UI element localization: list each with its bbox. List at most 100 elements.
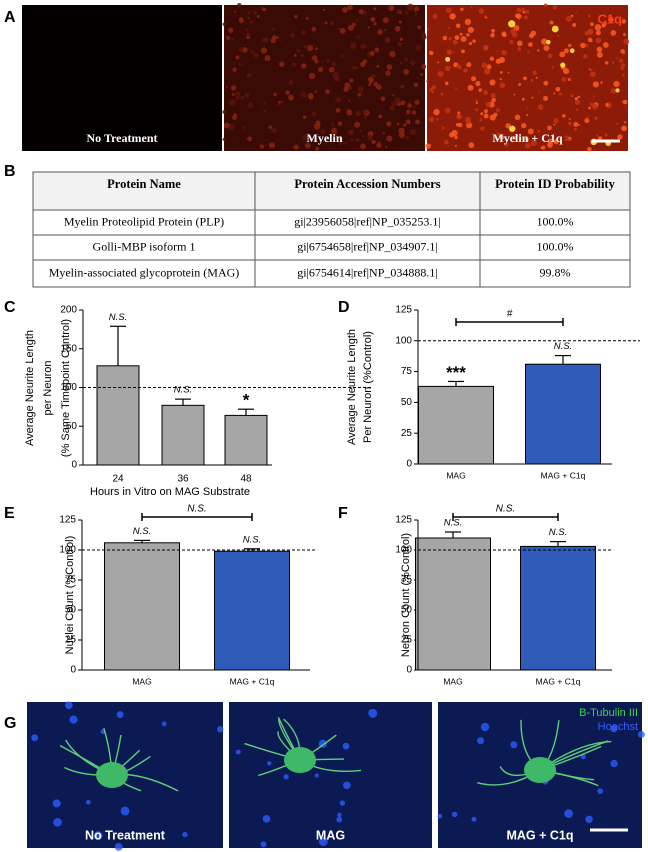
bar bbox=[525, 363, 601, 465]
texture-dot bbox=[541, 145, 546, 150]
texture-dot bbox=[413, 105, 416, 109]
texture-dot bbox=[454, 35, 460, 41]
table-header: Protein ID Probability bbox=[495, 177, 615, 191]
texture-dot bbox=[407, 103, 412, 108]
texture-dot bbox=[400, 85, 404, 88]
texture-dot bbox=[611, 61, 615, 64]
texture-dot bbox=[489, 79, 496, 86]
texture-dot bbox=[509, 40, 514, 45]
texture-dot bbox=[335, 107, 341, 113]
texture-dot bbox=[356, 35, 360, 39]
texture-dot bbox=[230, 85, 237, 91]
texture-dot bbox=[355, 137, 360, 142]
texture-dot bbox=[447, 26, 451, 29]
texture-dot bbox=[348, 85, 353, 90]
table-cell: 100.0% bbox=[537, 239, 574, 253]
texture-dot bbox=[513, 93, 516, 96]
texture-dot bbox=[415, 119, 420, 125]
texture-dot bbox=[362, 109, 368, 115]
nucleus bbox=[337, 812, 342, 818]
x-tick-label: 48 bbox=[240, 474, 252, 485]
texture-dot bbox=[596, 46, 603, 53]
texture-dot bbox=[421, 64, 427, 70]
texture-dot bbox=[351, 138, 353, 141]
nucleus bbox=[480, 722, 490, 732]
y-tick-label: 100 bbox=[395, 545, 412, 556]
texture-dot bbox=[445, 65, 451, 72]
stain-label: B-Tubulin III bbox=[579, 707, 638, 719]
texture-dot bbox=[323, 8, 326, 11]
texture-dot bbox=[532, 70, 537, 75]
texture-dot bbox=[496, 132, 501, 136]
texture-dot bbox=[343, 86, 349, 93]
texture-dot bbox=[501, 50, 507, 56]
table-header: Protein Accession Numbers bbox=[294, 177, 440, 191]
texture-dot bbox=[610, 30, 617, 36]
table-cell: Golli-MBP isoform 1 bbox=[93, 239, 196, 253]
y-tick-label: 100 bbox=[395, 335, 412, 346]
texture-dot bbox=[397, 42, 403, 47]
texture-dot bbox=[466, 62, 472, 68]
texture-dot bbox=[568, 43, 572, 48]
texture-dot bbox=[523, 76, 527, 81]
nucleus bbox=[283, 774, 289, 780]
bright-dot bbox=[569, 48, 575, 54]
texture-dot bbox=[604, 61, 609, 65]
panel-letter: A bbox=[4, 9, 16, 26]
texture-dot bbox=[622, 127, 625, 130]
texture-dot bbox=[589, 22, 594, 27]
texture-dot bbox=[228, 27, 234, 33]
texture-dot bbox=[475, 101, 479, 104]
texture-dot bbox=[268, 125, 273, 129]
x-tick-label: 36 bbox=[177, 474, 189, 485]
texture-dot bbox=[552, 5, 557, 10]
texture-dot bbox=[306, 50, 308, 52]
texture-dot bbox=[459, 32, 463, 36]
texture-dot bbox=[342, 96, 345, 98]
texture-dot bbox=[238, 47, 244, 52]
y-tick-label: 200 bbox=[60, 305, 77, 316]
texture-dot bbox=[475, 80, 481, 87]
texture-dot bbox=[521, 97, 525, 101]
bar bbox=[224, 414, 268, 466]
texture-dot bbox=[363, 116, 367, 120]
texture-dot bbox=[426, 80, 428, 83]
texture-dot bbox=[224, 35, 227, 38]
texture-dot bbox=[588, 68, 591, 70]
texture-dot bbox=[435, 118, 439, 121]
texture-dot bbox=[584, 118, 590, 124]
texture-dot bbox=[594, 116, 598, 120]
texture-dot bbox=[376, 84, 382, 90]
x-tick-label: MAG bbox=[132, 676, 151, 686]
texture-dot bbox=[394, 97, 401, 104]
texture-dot bbox=[253, 52, 259, 58]
texture-dot bbox=[382, 132, 385, 135]
panel-letter: D bbox=[338, 299, 350, 316]
texture-dot bbox=[281, 100, 284, 103]
texture-dot bbox=[505, 143, 509, 147]
significance-label: N.S. bbox=[243, 534, 261, 545]
texture-dot bbox=[596, 51, 603, 58]
texture-dot bbox=[239, 17, 243, 21]
texture-dot bbox=[249, 20, 253, 24]
texture-dot bbox=[229, 99, 236, 106]
texture-dot bbox=[604, 133, 608, 137]
texture-dot bbox=[480, 112, 484, 116]
texture-dot bbox=[623, 38, 630, 45]
texture-dot bbox=[455, 87, 458, 90]
texture-dot bbox=[301, 63, 307, 69]
texture-dot bbox=[300, 53, 304, 58]
texture-dot bbox=[588, 106, 591, 110]
texture-dot bbox=[362, 93, 364, 96]
texture-dot bbox=[399, 37, 403, 42]
texture-dot bbox=[351, 65, 357, 71]
texture-dot bbox=[398, 20, 402, 24]
y-tick-label: 125 bbox=[395, 515, 412, 526]
texture-dot bbox=[463, 68, 468, 73]
nucleus bbox=[120, 806, 130, 816]
bar bbox=[415, 537, 491, 671]
texture-dot bbox=[595, 37, 602, 44]
texture-dot bbox=[561, 77, 567, 82]
texture-dot bbox=[530, 78, 534, 82]
texture-dot bbox=[259, 144, 264, 149]
